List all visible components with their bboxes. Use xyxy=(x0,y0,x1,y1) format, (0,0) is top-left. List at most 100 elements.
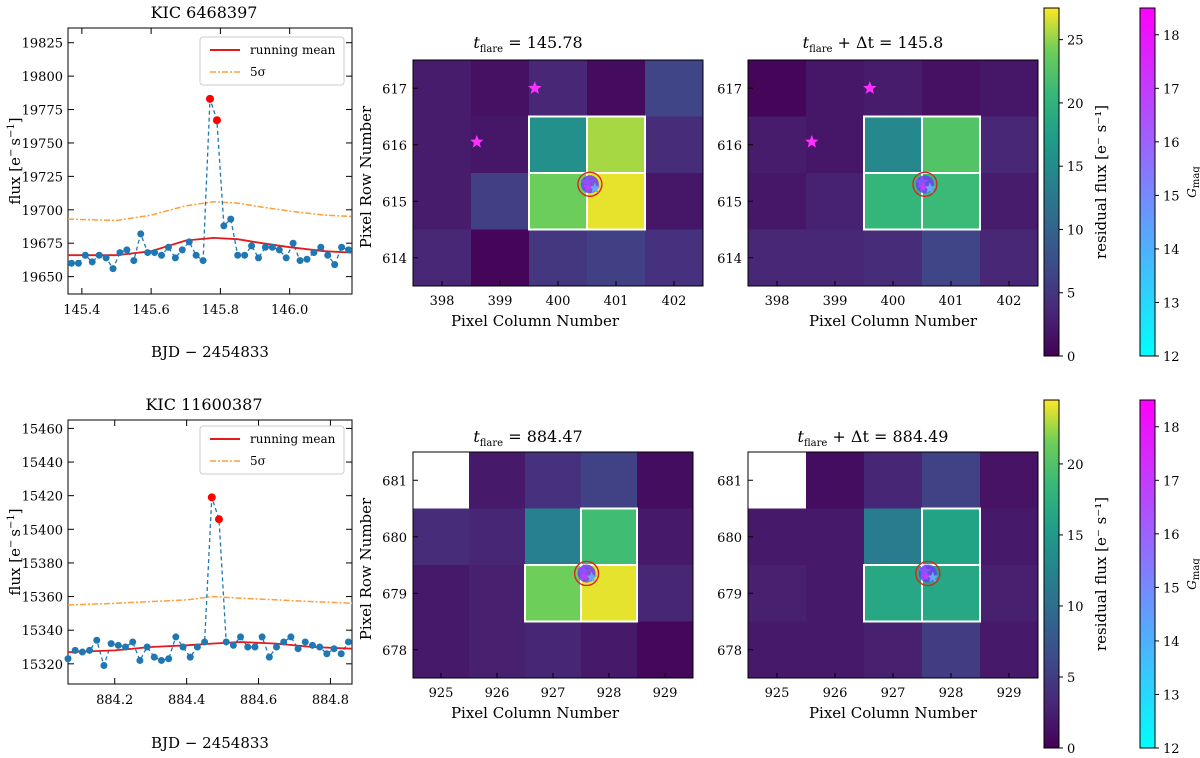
colorbar-tick-label: 20 xyxy=(1067,97,1084,112)
flare-point xyxy=(212,116,221,125)
pixel-cell xyxy=(806,508,865,566)
x-axis-label: BJD − 2454833 xyxy=(151,343,269,361)
flux-point xyxy=(100,662,108,670)
title-tail: = 884.47 xyxy=(503,427,583,446)
pixel-cell xyxy=(806,60,865,117)
flux-point xyxy=(229,641,237,649)
flux-point xyxy=(67,259,75,267)
flux-point xyxy=(171,254,179,262)
flux-point xyxy=(86,646,94,654)
flux-point xyxy=(227,215,235,223)
x-axis-label: Pixel Column Number xyxy=(809,312,978,330)
colorbar-tick-label: 0 xyxy=(1067,742,1075,757)
title-sub: flare xyxy=(804,438,827,449)
y-label-sup: − xyxy=(6,149,17,157)
heatmap-panel-2a: tflare = 884.47 925 926 927 928 929 681 680 67… xyxy=(357,427,694,722)
gmag-main: G xyxy=(1185,188,1199,198)
flux-point xyxy=(185,238,193,246)
flux-point xyxy=(178,246,186,254)
flux-point xyxy=(172,633,180,641)
colorbar-residual-2: 0 5 10 15 20 residual flux [e⁻ s⁻¹] xyxy=(1043,399,1110,757)
y-tick-label: 616 xyxy=(717,139,742,154)
pixel-cell xyxy=(980,565,1039,622)
x-tick-label: 884.2 xyxy=(96,693,133,708)
y-label-mid: s xyxy=(6,138,24,146)
pixel-cell xyxy=(748,116,807,174)
pixel-cell xyxy=(922,452,981,509)
flare-point xyxy=(206,94,214,103)
y-tick-label: 681 xyxy=(717,474,742,489)
pixel-cell xyxy=(806,565,865,622)
pixel-cell xyxy=(645,116,704,174)
flare-point xyxy=(207,493,216,502)
flux-point xyxy=(241,251,249,259)
pixel-cell xyxy=(587,60,646,117)
pixel-cell xyxy=(469,452,526,509)
running-mean-line xyxy=(68,236,353,257)
pixel-cell xyxy=(581,621,638,679)
y-tick-label: 680 xyxy=(382,531,407,546)
x-tick-label: 400 xyxy=(546,294,571,309)
pixel-cell xyxy=(525,508,582,566)
x-tick-label: 925 xyxy=(429,686,454,701)
title-tail: = 145.78 xyxy=(503,33,583,52)
pixel-cell xyxy=(748,229,807,287)
legend-mean-label: running mean xyxy=(250,432,336,446)
flux-point xyxy=(301,638,309,646)
flux-point xyxy=(165,655,173,663)
star-icon xyxy=(918,564,932,578)
colorbar-label: Gmag xyxy=(1185,558,1200,590)
colorbar-fill xyxy=(1043,7,1060,357)
y-tick-label: 15320 xyxy=(22,658,63,673)
pixel-cell xyxy=(922,508,981,566)
pixel-cell xyxy=(980,173,1039,230)
pixel-cell xyxy=(637,621,694,679)
flux-point xyxy=(289,239,297,247)
y-tick-label: 15440 xyxy=(22,456,63,471)
heatmap-panel-1a: tflare = 145.78 398 399 400 401 402 617 616 61… xyxy=(357,33,704,330)
colorbar-tick-label: 14 xyxy=(1163,635,1180,650)
colorbar-tick-label: 14 xyxy=(1163,243,1180,258)
y-label-main: flux [e xyxy=(6,548,24,596)
y-tick-label: 617 xyxy=(382,82,407,97)
colorbar-tick-label: 17 xyxy=(1163,474,1180,489)
y-label-mid: s xyxy=(6,529,24,537)
y-tick-label: 614 xyxy=(717,252,742,267)
colorbar-tick-label: 0 xyxy=(1067,350,1075,365)
colorbar-gmag-2: 12 13 14 15 16 17 18 Gmag xyxy=(1139,399,1200,757)
flare-point xyxy=(214,515,223,524)
flux-point xyxy=(237,633,245,641)
aperture-box xyxy=(921,172,981,231)
title-tail: + Δt = 884.49 xyxy=(827,427,948,446)
target-circle xyxy=(912,171,938,198)
star-icon xyxy=(921,571,931,581)
star-icon xyxy=(576,564,591,578)
aperture-box xyxy=(921,564,981,623)
colorbar-tick-label: 15 xyxy=(1067,529,1084,544)
flux-point xyxy=(310,249,318,257)
y-label-end: ] xyxy=(6,508,24,514)
flux-point xyxy=(109,265,117,273)
pixel-cell xyxy=(645,60,704,117)
colorbar-tick-label: 12 xyxy=(1163,742,1180,757)
flux-point xyxy=(186,653,194,661)
flux-point xyxy=(93,636,101,644)
flux-point xyxy=(296,257,304,265)
flux-point xyxy=(144,249,152,257)
star-icon xyxy=(924,182,936,194)
flux-point xyxy=(157,656,165,664)
pixel-cell xyxy=(980,508,1039,566)
pixel-cell xyxy=(748,621,807,679)
star-icon xyxy=(470,134,484,148)
colorbar-tick-label: 20 xyxy=(1067,458,1084,473)
pixel-cell xyxy=(587,229,646,287)
sigma-line xyxy=(67,595,353,606)
star-icon xyxy=(918,182,928,192)
y-tick-label: 19750 xyxy=(22,137,63,152)
pixel-cell xyxy=(864,229,923,287)
x-tick-label: 928 xyxy=(939,686,964,701)
plot-frame xyxy=(67,27,353,295)
colorbar-tick-label: 5 xyxy=(1067,671,1075,686)
star-icon xyxy=(579,571,590,581)
pixel-cell xyxy=(637,565,694,622)
